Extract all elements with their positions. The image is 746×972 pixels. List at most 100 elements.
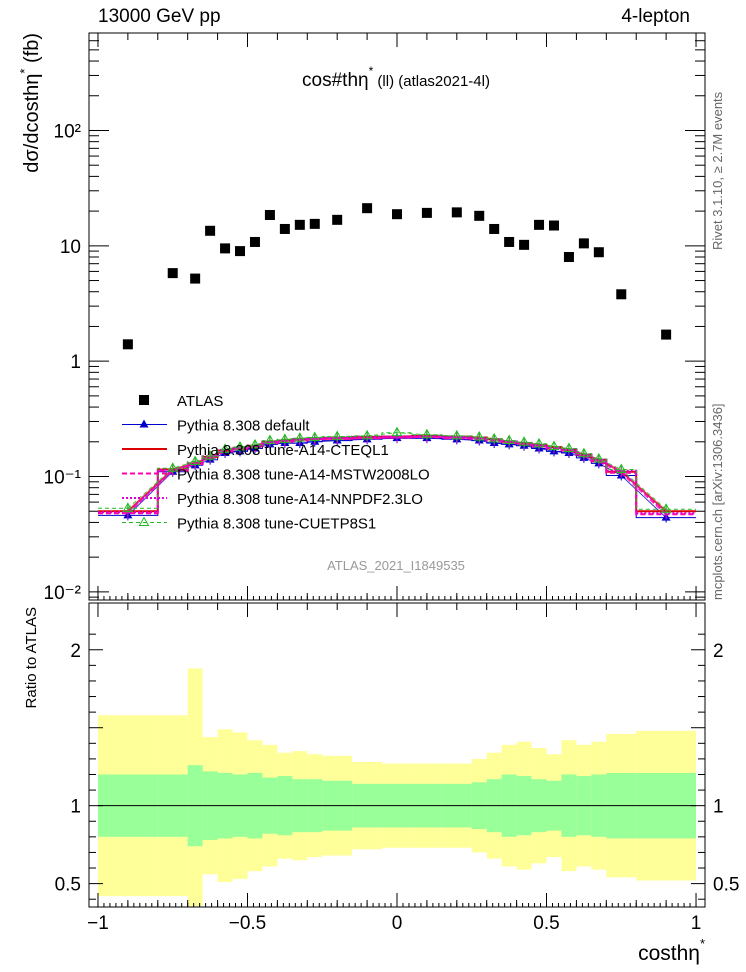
y-axis-title-main: dσ/dcosthη xyxy=(21,74,43,173)
data-point xyxy=(616,289,627,300)
marker-open-triangle xyxy=(391,426,403,437)
marker-open-triangle xyxy=(189,455,201,465)
x-tick-label: 1 xyxy=(691,913,702,934)
ratio-y-axis-title: Ratio to ATLAS xyxy=(23,607,40,708)
data-point xyxy=(220,243,231,254)
data-point xyxy=(451,207,462,218)
data-point xyxy=(190,273,201,284)
y-axis-title: dσ/dcosthη* (fb) xyxy=(17,33,43,173)
marker-open-triangle xyxy=(548,440,560,451)
data-point xyxy=(421,207,432,218)
marker-open-triangle xyxy=(503,434,515,445)
watermark-analysis-id: ATLAS_2021_I1849535 xyxy=(327,558,465,573)
marker-open-triangle xyxy=(421,428,433,439)
legend-label: Pythia 8.308 tune-A14-CTEQL1 xyxy=(177,442,389,459)
marker-open-triangle xyxy=(331,430,343,441)
marker-open-triangle xyxy=(615,463,627,474)
data-point xyxy=(474,210,485,221)
legend-label: ATLAS xyxy=(177,393,223,410)
data-point xyxy=(235,246,246,257)
data-point xyxy=(392,209,402,220)
marker-open-triangle xyxy=(294,432,306,442)
side-label-rivet: Rivet 3.1.10, ≥ 2.7M events xyxy=(710,91,725,250)
y-tick-label: 10⁻² xyxy=(44,583,82,604)
data-point xyxy=(593,247,604,258)
ratio-y-tick-label-right: 1 xyxy=(713,797,724,818)
data-point xyxy=(264,210,275,221)
legend-item-data: ATLAS xyxy=(139,393,223,410)
marker-open-triangle xyxy=(473,430,485,441)
data-point xyxy=(205,225,216,236)
y-axis-title-rest: (fb) xyxy=(21,33,43,69)
marker-open-triangle xyxy=(309,431,321,441)
legend-item-mstw: Pythia 8.308 tune-A14-MSTW2008LO xyxy=(122,467,430,484)
data-point xyxy=(249,236,260,247)
marker-open-triangle xyxy=(660,503,672,513)
marker-open-triangle xyxy=(122,502,134,512)
marker-open-triangle xyxy=(518,436,530,446)
marker-open-triangle xyxy=(563,442,575,452)
ratio-y-tick-label: 1 xyxy=(70,797,81,818)
legend: ATLAS Pythia 8.308 default Pythia 8.308 tu… xyxy=(122,393,430,533)
data-point xyxy=(534,219,545,230)
x-axis: −1 −0.5 0 0.5 1 xyxy=(87,33,701,934)
data-point xyxy=(504,236,515,247)
plot-title-sup: * xyxy=(369,64,374,78)
data-point xyxy=(122,339,133,350)
legend-marker-square xyxy=(139,395,149,405)
legend-label: Pythia 8.308 tune-CUETP8S1 xyxy=(177,516,376,533)
header-energy-label: 13000 GeV pp xyxy=(98,6,221,27)
y-tick-label: 1 xyxy=(70,352,81,373)
data-point xyxy=(309,218,320,229)
legend-item-cteq: Pythia 8.308 tune-A14-CTEQL1 xyxy=(122,442,389,459)
data-point xyxy=(332,214,343,225)
marker-open-triangle xyxy=(204,450,216,460)
data-point xyxy=(167,268,178,279)
plot-title: cos#thη* (ll) (atlas2021-4l) xyxy=(302,64,490,91)
ratio-panel xyxy=(97,668,697,906)
marker-open-triangle xyxy=(533,437,545,448)
legend-label: Pythia 8.308 tune-A14-NNPDF2.3LO xyxy=(177,491,423,508)
header-process-label: 4-lepton xyxy=(621,6,690,27)
y-tick-label: 10 xyxy=(60,237,81,258)
legend-label: Pythia 8.308 tune-A14-MSTW2008LO xyxy=(177,467,430,484)
y-axis-title-sup: * xyxy=(17,69,32,74)
x-axis-title-main: costhη xyxy=(638,942,700,965)
y-tick-label: 10⁻¹ xyxy=(44,468,82,489)
x-tick-label: 0 xyxy=(392,913,403,934)
legend-item-default: Pythia 8.308 default xyxy=(122,418,310,435)
plot-title-main: cos#thη xyxy=(302,70,369,91)
data-point xyxy=(661,329,672,340)
data-point xyxy=(563,252,574,263)
data-point xyxy=(519,239,530,250)
ratio-y-axis: 0.5 0.5 1 1 2 2 xyxy=(55,633,739,900)
x-tick-label: −1 xyxy=(87,913,109,934)
marker-open-triangle xyxy=(488,432,500,443)
side-label-mcplots: mcplots.cern.ch [arXiv:1306.3436] xyxy=(710,403,725,600)
marker-open-triangle xyxy=(249,438,261,449)
data-point xyxy=(489,223,500,234)
main-y-axis: 10⁻² 10⁻¹ 1 10 10² xyxy=(44,32,705,604)
x-axis-title-sup: * xyxy=(700,936,705,951)
x-axis-title: costhη* xyxy=(638,936,705,965)
data-point xyxy=(548,220,559,231)
marker-open-triangle xyxy=(451,429,463,440)
legend-item-cuetp: Pythia 8.308 tune-CUETP8S1 xyxy=(122,516,376,533)
x-tick-label: 0.5 xyxy=(533,913,559,934)
marker-open-triangle xyxy=(578,447,590,458)
data-point xyxy=(362,203,373,214)
plot-title-rest: (ll) (atlas2021-4l) xyxy=(373,73,490,90)
ratio-y-tick-label-right: 0.5 xyxy=(713,875,739,896)
marker-open-triangle xyxy=(167,462,179,472)
x-tick-label: −0.5 xyxy=(229,913,267,934)
data-point xyxy=(279,223,290,234)
legend-marker-open-triangle xyxy=(138,516,150,526)
ratio-y-tick-label: 0.5 xyxy=(55,875,81,896)
legend-item-nnpdf: Pythia 8.308 tune-A14-NNPDF2.3LO xyxy=(122,491,423,508)
ratio-y-tick-label: 2 xyxy=(70,641,81,662)
series-cuetp xyxy=(98,426,696,515)
marker-open-triangle xyxy=(593,452,605,463)
marker-open-triangle xyxy=(279,433,291,443)
data-point xyxy=(294,219,305,230)
